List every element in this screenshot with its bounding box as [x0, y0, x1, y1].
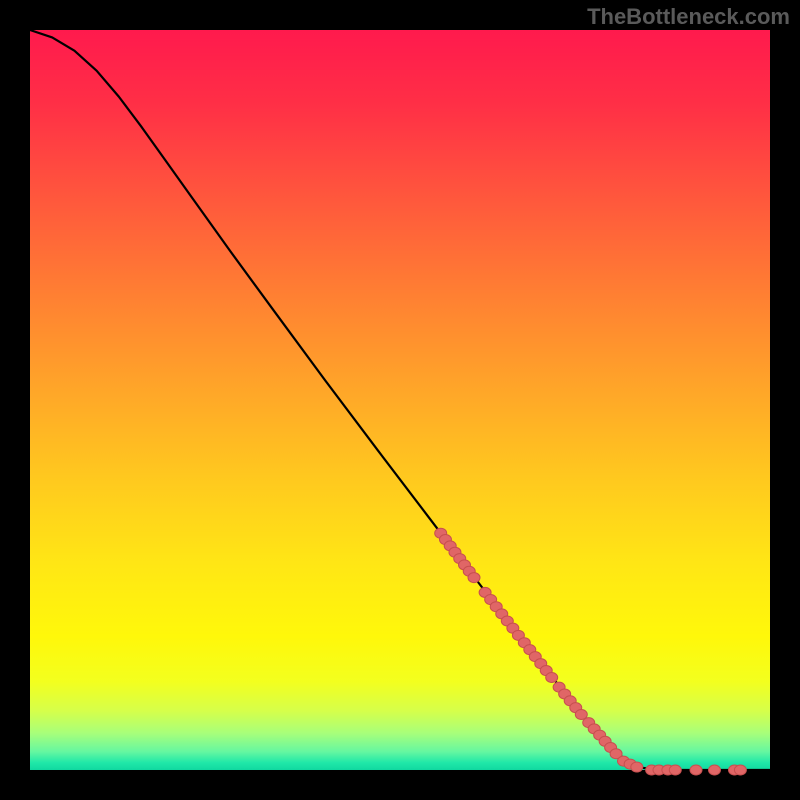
- watermark-text: TheBottleneck.com: [587, 4, 790, 30]
- data-marker: [631, 762, 643, 772]
- data-marker: [669, 765, 681, 775]
- data-marker: [546, 673, 558, 683]
- data-marker: [709, 765, 721, 775]
- data-marker: [468, 573, 480, 583]
- data-marker: [690, 765, 702, 775]
- chart-marker-layer: [30, 30, 770, 770]
- data-marker: [734, 765, 746, 775]
- chart-plot-area: [30, 30, 770, 770]
